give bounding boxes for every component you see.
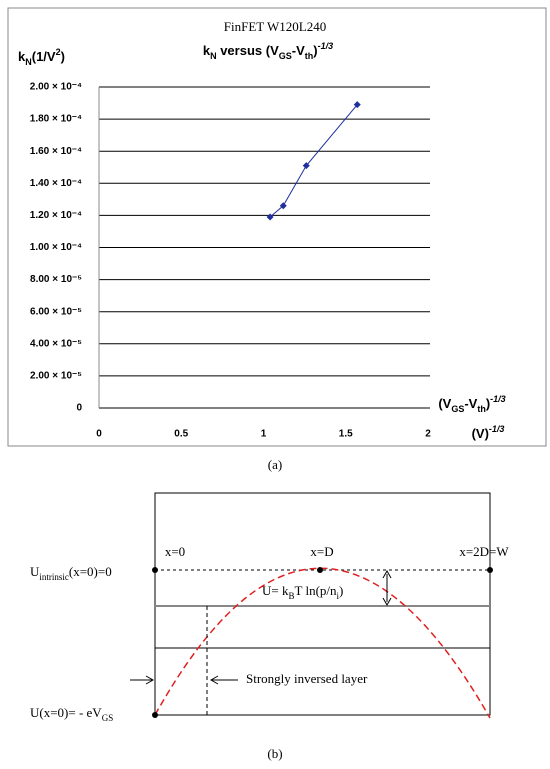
dot	[152, 567, 158, 573]
data-point	[353, 101, 361, 109]
chart-subtitle: kN versus (VGS-Vth)-1/3	[203, 41, 333, 61]
y-tick-label: 8.00 × 10⁻⁵	[30, 274, 82, 285]
label-u-intrinsic: Uintrinsic(x=0)=0	[30, 564, 112, 582]
y-tick-label: 6.00 × 10⁻⁵	[30, 306, 82, 317]
dot	[317, 567, 323, 573]
label-u-surface: U(x=0)= - eVGS	[30, 705, 113, 723]
data-point	[302, 162, 310, 170]
label-x2d: x=2D=W	[459, 544, 509, 559]
diagram	[130, 492, 493, 719]
y-tick-label: 1.20 × 10⁻⁴	[30, 210, 82, 221]
caption: (a)	[268, 457, 282, 472]
arrow-head	[209, 675, 219, 685]
y-tick-label: 1.00 × 10⁻⁴	[30, 242, 82, 253]
dot	[152, 712, 158, 718]
chart-frame	[7, 7, 547, 447]
y-tick-label: 1.40 × 10⁻⁴	[30, 178, 82, 189]
x-tick-label: 1.5	[339, 429, 353, 440]
x-tick-label: 1	[261, 429, 267, 440]
y-tick-label: 4.00 × 10⁻⁵	[30, 338, 82, 349]
chart-title: FinFET W120L240	[224, 19, 326, 34]
x-tick-label: 0	[96, 429, 102, 440]
caption: (b)	[267, 746, 282, 761]
y-tick-label: 0	[76, 403, 82, 414]
label-layer: Strongly inversed layer	[246, 671, 368, 686]
label-u-eq: U= kBT ln(p/ni)	[262, 583, 343, 601]
diagram-box	[154, 492, 491, 716]
x-tick-label: 2	[425, 429, 431, 440]
data-point	[279, 202, 287, 210]
y-tick-label: 1.80 × 10⁻⁴	[30, 114, 82, 125]
dot	[487, 567, 493, 573]
y-tick-label: 1.60 × 10⁻⁴	[30, 146, 82, 157]
x-axis-unit: (V)-1/3	[472, 424, 505, 441]
y-tick-label: 2.00 × 10⁻⁴	[30, 82, 82, 93]
data-point	[266, 213, 274, 221]
y-axis-label: kN(1/V2)	[18, 47, 65, 67]
arrow-head	[145, 675, 155, 685]
arrow-heads	[382, 569, 392, 607]
label-xd: x=D	[310, 544, 333, 559]
label-x0: x=0	[165, 544, 185, 559]
x-axis-label: (VGS-Vth)-1/3	[438, 394, 505, 414]
y-tick-label: 2.00 × 10⁻⁵	[30, 371, 82, 382]
data-line	[269, 104, 358, 218]
x-tick-label: 0.5	[174, 429, 188, 440]
